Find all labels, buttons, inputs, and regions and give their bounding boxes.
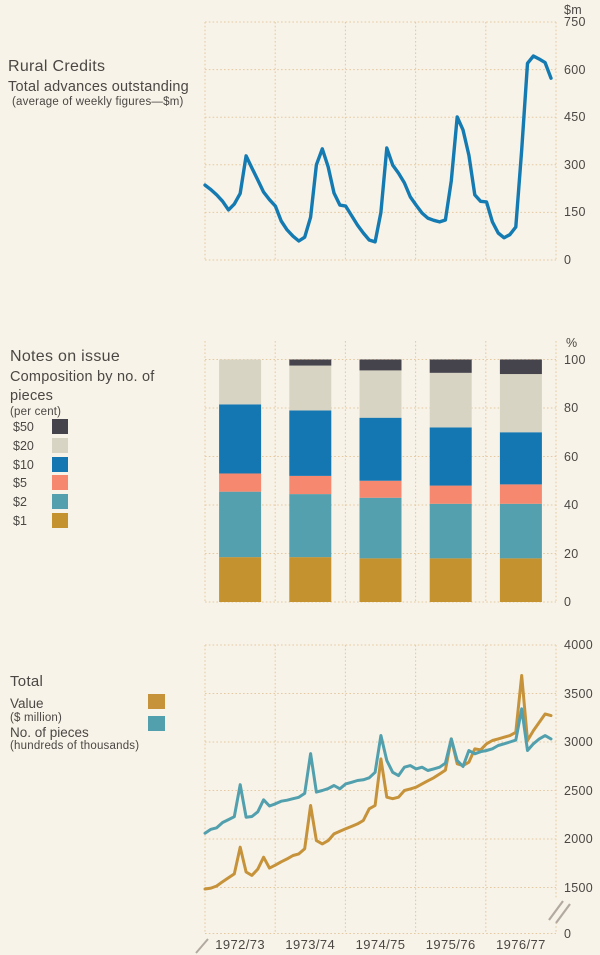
y-tick-label: 100 bbox=[564, 352, 586, 367]
y-tick-label: 0 bbox=[564, 926, 572, 941]
y-tick-label: 60 bbox=[564, 449, 579, 464]
x-tick-label: 1972/73 bbox=[215, 937, 265, 952]
y-tick-label: 3000 bbox=[564, 735, 594, 749]
legend-value-label: Value bbox=[10, 696, 44, 711]
y-tick-label: 750 bbox=[564, 15, 586, 29]
y-tick-label: 1500 bbox=[564, 880, 594, 895]
legend-pieces-note: (hundreds of thousands) bbox=[10, 740, 140, 752]
legend-swatch bbox=[52, 513, 68, 528]
legend-label: $10 bbox=[13, 457, 34, 472]
y-tick-label: 2000 bbox=[564, 832, 594, 846]
y-tick-label: 450 bbox=[564, 110, 586, 125]
legend-value-swatch bbox=[148, 694, 165, 709]
legend-swatch bbox=[52, 456, 68, 472]
legend-swatch bbox=[52, 475, 68, 491]
chart1-note: (average of weekly figures—$m) bbox=[12, 96, 184, 108]
chart1-title: Rural Credits bbox=[8, 58, 106, 75]
x-tick-label: 1976/77 bbox=[495, 937, 546, 952]
y-tick-label: 20 bbox=[564, 546, 579, 561]
chart2-unit-label: % bbox=[566, 336, 578, 350]
legend-label: $5 bbox=[13, 476, 27, 491]
legend-pieces-label: No. of pieces bbox=[10, 725, 89, 740]
chart2-title: Notes on issue bbox=[10, 348, 121, 365]
chart2-note: (per cent) bbox=[10, 406, 62, 418]
y-tick-label: 300 bbox=[564, 157, 586, 172]
legend-label: $2 bbox=[13, 495, 27, 510]
y-tick-label: 40 bbox=[564, 498, 579, 512]
chart1-subtitle: Total advances outstanding bbox=[8, 79, 189, 95]
legend-label: $20 bbox=[13, 438, 34, 453]
chart1-unit-label: $m bbox=[564, 3, 582, 17]
chart3-title: Total bbox=[10, 673, 44, 690]
y-tick-label: 80 bbox=[564, 401, 579, 415]
y-tick-label: 3500 bbox=[564, 686, 594, 701]
chart2-subtitle: Composition by no. of pieces bbox=[10, 369, 155, 404]
legend-swatch bbox=[52, 419, 68, 434]
legend-swatch bbox=[52, 494, 68, 510]
y-tick-label: 4000 bbox=[564, 638, 594, 652]
legend-swatch bbox=[52, 437, 68, 453]
y-tick-label: 150 bbox=[564, 205, 586, 220]
y-tick-label: 0 bbox=[564, 595, 572, 609]
y-tick-label: 0 bbox=[564, 253, 572, 267]
legend-value-note: ($ million) bbox=[10, 712, 63, 724]
legend-label: $1 bbox=[13, 514, 27, 528]
y-tick-label: 600 bbox=[564, 62, 586, 77]
legend-label: $50 bbox=[13, 420, 34, 434]
x-tick-label: 1975/76 bbox=[425, 937, 476, 952]
x-tick-label: 1974/75 bbox=[355, 937, 406, 952]
legend-pieces-swatch bbox=[148, 716, 165, 731]
x-tick-label: 1973/74 bbox=[285, 937, 336, 952]
y-tick-label: 2500 bbox=[564, 783, 594, 798]
